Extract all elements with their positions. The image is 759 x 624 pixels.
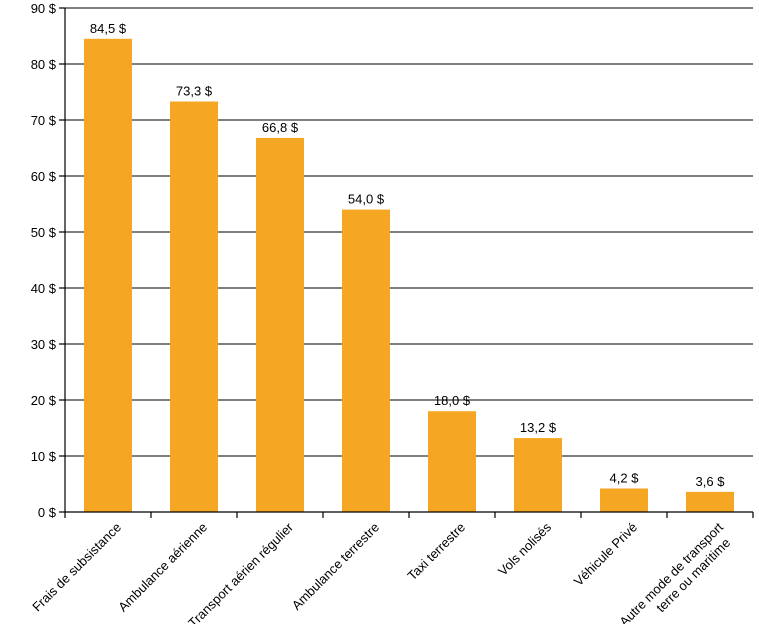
y-tick-label: 40 $ bbox=[31, 281, 57, 296]
x-tick-label: Vols nolisés bbox=[495, 519, 555, 579]
y-tick-label: 90 $ bbox=[31, 1, 57, 16]
bar bbox=[170, 101, 218, 513]
x-tick-label: Frais de subsistance bbox=[29, 520, 124, 615]
x-tick-label: Véhicule Privé bbox=[571, 520, 640, 589]
y-tick-label: 0 $ bbox=[38, 505, 57, 520]
bar bbox=[600, 488, 648, 512]
data-label: 3,6 $ bbox=[696, 474, 726, 489]
y-tick-label: 70 $ bbox=[31, 113, 57, 128]
y-tick-label: 10 $ bbox=[31, 449, 57, 464]
data-label: 4,2 $ bbox=[610, 470, 640, 485]
bar bbox=[84, 38, 132, 513]
bars bbox=[84, 38, 734, 513]
y-tick-label: 20 $ bbox=[31, 393, 57, 408]
bar bbox=[256, 137, 304, 513]
bar bbox=[514, 438, 562, 512]
data-label: 84,5 $ bbox=[90, 21, 127, 36]
x-tick-label: Ambulance aérienne bbox=[115, 520, 210, 615]
y-tick-label: 80 $ bbox=[31, 57, 57, 72]
y-tick-label: 60 $ bbox=[31, 169, 57, 184]
data-label: 18,0 $ bbox=[434, 393, 471, 408]
y-tick-label: 30 $ bbox=[31, 337, 57, 352]
bar bbox=[428, 411, 476, 512]
data-label: 73,3 $ bbox=[176, 84, 213, 99]
x-tick-label: Ambulance terrestre bbox=[289, 520, 382, 613]
x-tick-label: Taxi terrestre bbox=[404, 520, 468, 584]
bar bbox=[342, 209, 390, 512]
data-label: 66,8 $ bbox=[262, 120, 299, 135]
data-label: 54,0 $ bbox=[348, 192, 385, 207]
grid-lines bbox=[65, 7, 753, 457]
bar bbox=[686, 491, 734, 512]
data-label: 13,2 $ bbox=[520, 420, 557, 435]
axes bbox=[59, 7, 754, 518]
y-tick-label: 50 $ bbox=[31, 225, 57, 240]
